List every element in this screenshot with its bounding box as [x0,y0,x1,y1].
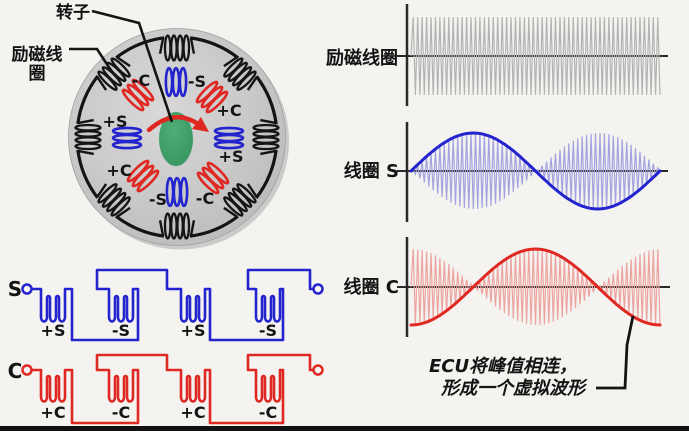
carrier-wave [410,248,661,326]
excitation-coil [163,212,191,240]
rotor-label: 转子 [56,2,90,23]
excitation-label-line: 励磁线 [12,44,63,65]
sine-coil [165,176,189,208]
coil-label: +C [40,403,65,422]
excitation-coils [74,34,280,240]
notch-line [77,149,94,156]
envelope-curve [409,247,662,327]
excitation-coil [223,57,257,91]
waveform-panels: 励磁线圈 线圈 S 线圈 C [326,4,670,337]
coil-label: +C [180,403,205,422]
excitation-coil [74,123,102,151]
terminal-right [312,364,324,376]
annotation-line2: 形成一个虚拟波形 [440,378,588,399]
notch-line [246,76,258,91]
annotation-pointer-line [596,315,635,390]
terminal-left [21,283,33,295]
pole-label-w: +S [103,112,128,131]
cosine-coil [126,159,160,193]
stator-notches [77,37,277,237]
rotor [159,112,193,166]
waveform-panel-coil-c: 线圈 C [344,237,670,337]
notch-line [189,220,196,237]
pole-label-ne: +C [216,101,241,120]
waveform-panel-coil-s: 线圈 S [344,122,668,222]
excitation-pointer-line [69,47,114,73]
notch-line [158,37,165,54]
pole-label-n: -S [188,72,206,91]
carrier-wave [410,16,661,96]
coil-label: -S [112,321,130,340]
pole-label-se: -C [196,189,214,208]
excitation-label: 励磁线圈 [12,44,63,84]
bottom-bar [0,426,689,431]
panel-label: 励磁线圈 [326,47,398,69]
notch-line [116,56,131,68]
coil-label: -C [112,403,130,422]
panel-label: 线圈 C [344,276,399,298]
panel-label: 线圈 S [344,160,399,182]
terminal-label-s: S [8,277,22,301]
resolver-diagram: 转子 励磁线圈 -C -S +S +C +C +S -S -C [12,2,289,250]
pole-label-s: -S [149,190,167,209]
excitation-coil [252,123,280,151]
coil-label: -C [259,403,277,422]
notch-line [96,76,108,91]
coil-label: +S [41,321,66,340]
ecu-annotation: ECU将峰值相连， 形成一个虚拟波形 [429,315,635,399]
c-coil-circuit: C +C -C +C -C [8,353,324,425]
excitation-coil [163,34,191,62]
notch-line [116,206,131,218]
cosine-coil [196,161,230,195]
cosine-coil [195,80,229,114]
notch-line [246,183,258,198]
rotation-arrowhead [192,117,209,132]
terminal-left [21,364,33,376]
envelope-curve [409,131,662,211]
notch-line [223,206,238,218]
notch-line [260,118,277,125]
notch-line [189,37,196,54]
notch-line [158,220,165,237]
pole-label-nw: -C [132,71,150,90]
rotor-pointer-line [91,9,174,123]
cosine-coil [121,78,155,112]
notch-line [77,118,94,125]
excitation-label-line: 圈 [29,64,46,84]
notch-line [260,149,277,156]
waveform-panel-excitation: 励磁线圈 [326,4,668,106]
excitation-coil [223,183,257,217]
terminal-label-c: C [8,359,23,383]
s-coil-circuit: S +S -S +S -S [8,268,324,342]
pole-label-sw: +C [106,161,131,180]
sine-coil [164,66,188,98]
pole-label-e: +S [219,147,244,166]
sine-coil [213,126,245,150]
notch-line [223,56,238,68]
sense-coils [111,66,245,208]
circuit-wire [31,268,314,342]
annotation-line1: ECU将峰值相连， [429,356,577,377]
coil-label: -S [259,321,277,340]
notch-line [96,183,108,198]
circuit-wire [31,353,314,425]
sine-coil [111,126,143,150]
terminal-right [312,283,324,295]
coil-label: +S [181,321,206,340]
excitation-coil [97,183,131,217]
